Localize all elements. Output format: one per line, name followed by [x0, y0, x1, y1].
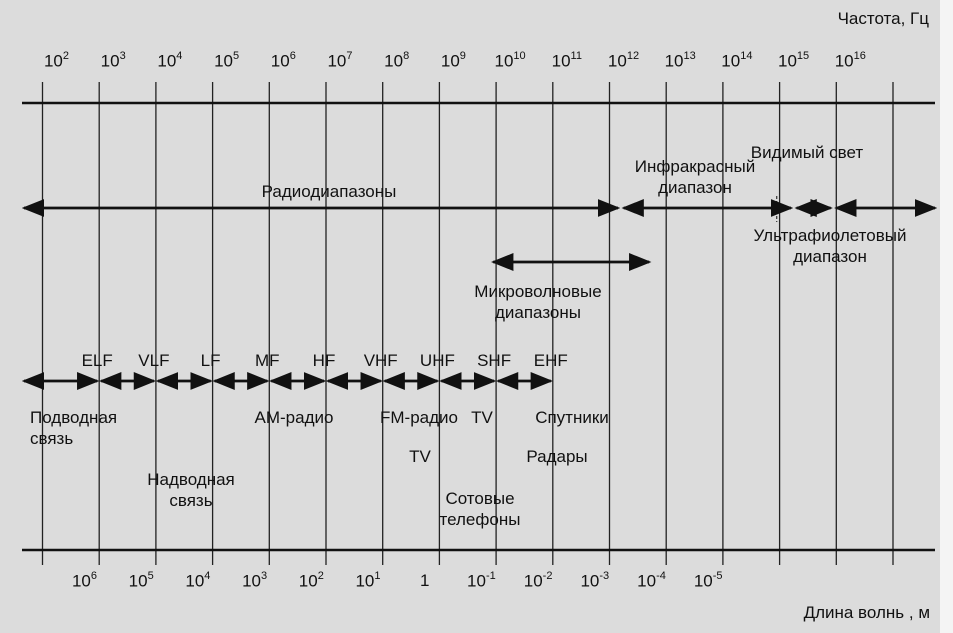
wavelength-tick-label: 101 [355, 570, 381, 591]
frequency-tick-label: 106 [270, 50, 296, 71]
frequency-tick-label: 108 [384, 50, 410, 71]
wavelength-axis-title: Длина волнь , м [803, 603, 930, 622]
band-label-vlf: VLF [138, 351, 170, 370]
ultraviolet-range-label: Ультрафиолетовый диапазон [753, 226, 907, 266]
wavelength-tick-label: 106 [71, 570, 98, 591]
am-radio-label: АМ-радио [254, 408, 334, 427]
frequency-tick-label: 1011 [551, 50, 582, 71]
frequency-tick-label: 1014 [721, 50, 753, 71]
page-edge [940, 0, 953, 633]
wavelength-tick-label: 10-3 [580, 570, 610, 591]
frequency-tick-label: 104 [157, 50, 183, 71]
wavelength-tick-label: 104 [185, 570, 211, 591]
tv-uhf-label: TV [471, 408, 493, 427]
frequency-tick-label: 1013 [664, 50, 696, 71]
decade-grid [41, 82, 894, 565]
band-label-mf: MF [255, 351, 280, 370]
frequency-tick-label: 105 [214, 50, 240, 71]
wavelength-tick-label: 102 [298, 570, 324, 591]
infrared-range-label: Инфракрасный диапазон [634, 157, 756, 197]
wavelength-tick-label: 1 [419, 571, 430, 590]
band-label-lf: LF [200, 351, 221, 370]
satellites-label: Спутники [535, 408, 609, 427]
tv-vhf-label: TV [409, 447, 431, 466]
wavelength-tick-label: 105 [128, 570, 154, 591]
visible-light-label: Видимый свет [750, 143, 864, 162]
radio-range-label: Радиодиапазоны [261, 182, 397, 201]
band-label-elf: ELF [81, 351, 113, 370]
frequency-axis-title: Частота, Гц [837, 9, 929, 28]
underwater-comm-label: Подводная связь [30, 408, 118, 448]
frequency-tick-label: 1012 [607, 50, 640, 71]
band-label-ehf: EHF [533, 351, 568, 370]
surface-comm-label: Надводная связь [147, 470, 235, 510]
frequency-tick-label: 1015 [778, 50, 810, 71]
band-label-hf: HF [312, 351, 336, 370]
band-label-uhf: UHF [419, 351, 455, 370]
microwave-range-label: Микроволновые диапазоны [474, 282, 602, 322]
band-label-shf: SHF [477, 351, 512, 370]
fm-radio-label: FM-радио [380, 408, 458, 427]
frequency-tick-label: 109 [440, 50, 466, 71]
band-label-vhf: VHF [363, 351, 398, 370]
wavelength-tick-label: 10-4 [637, 570, 666, 591]
radars-label: Радары [526, 447, 588, 466]
frequency-tick-label: 103 [100, 50, 126, 71]
wavelength-tick-label: 10-1 [467, 570, 496, 591]
frequency-tick-label: 1010 [494, 50, 526, 71]
wavelength-tick-label: 10-2 [523, 570, 553, 591]
range-arrows [21, 196, 938, 390]
frequency-tick-label: 107 [327, 50, 353, 71]
wavelength-tick-label: 103 [242, 570, 268, 591]
frequency-tick-label: 102 [43, 50, 70, 71]
cellular-phones-label: Сотовые телефоны [439, 489, 521, 529]
wavelength-tick-label: 10-5 [693, 570, 723, 591]
frequency-tick-label: 1016 [834, 50, 866, 71]
